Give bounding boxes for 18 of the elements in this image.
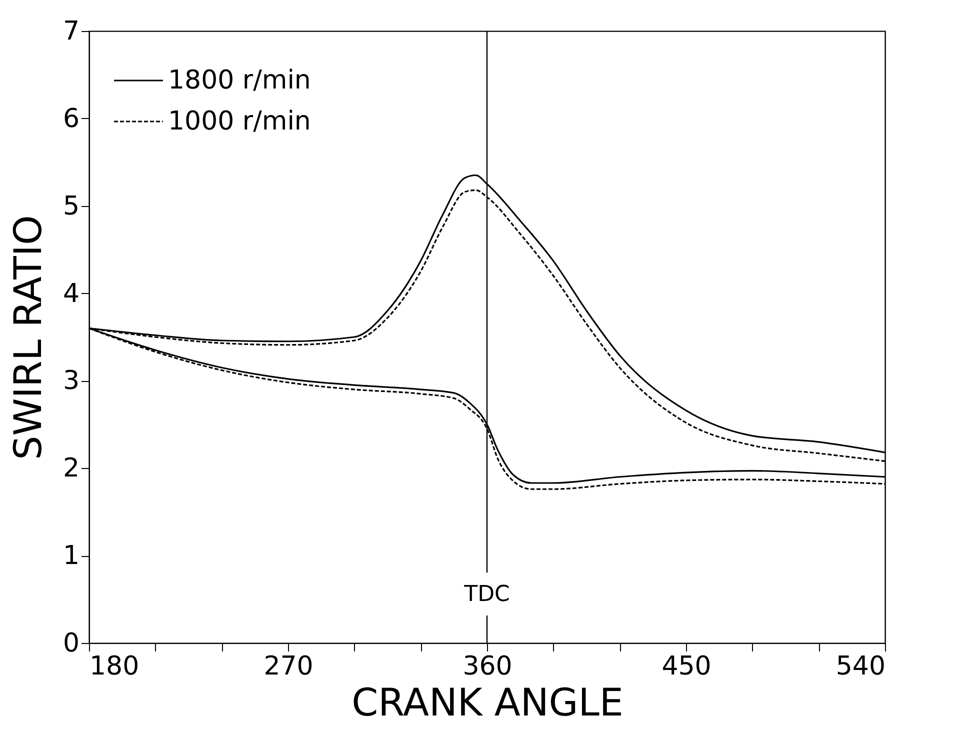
- y-tick-label: 6: [62, 104, 80, 134]
- ref-line-label: TDC: [463, 582, 510, 608]
- y-tick-label: 4: [62, 278, 80, 309]
- y-tick-label: 1: [62, 541, 80, 572]
- y-tick-label: 7: [62, 16, 80, 46]
- x-tick-label: 270: [264, 652, 314, 682]
- y-tick-label: 2: [62, 454, 80, 484]
- y-tick-label: 5: [62, 191, 80, 222]
- x-tick-label: 360: [462, 652, 512, 682]
- x-tick-label: 540: [836, 652, 886, 682]
- legend-label: 1800 r/min: [168, 66, 311, 96]
- y-tick-label: 3: [62, 366, 80, 396]
- y-tick-label: 0: [62, 628, 80, 658]
- legend-label: 1000 r/min: [168, 106, 311, 136]
- x-tick-label: 180: [90, 652, 140, 682]
- y-axis-title: SWIRL RATIO: [6, 215, 50, 460]
- x-axis-title: CRANK ANGLE: [352, 680, 624, 724]
- x-tick-label: 450: [662, 652, 712, 682]
